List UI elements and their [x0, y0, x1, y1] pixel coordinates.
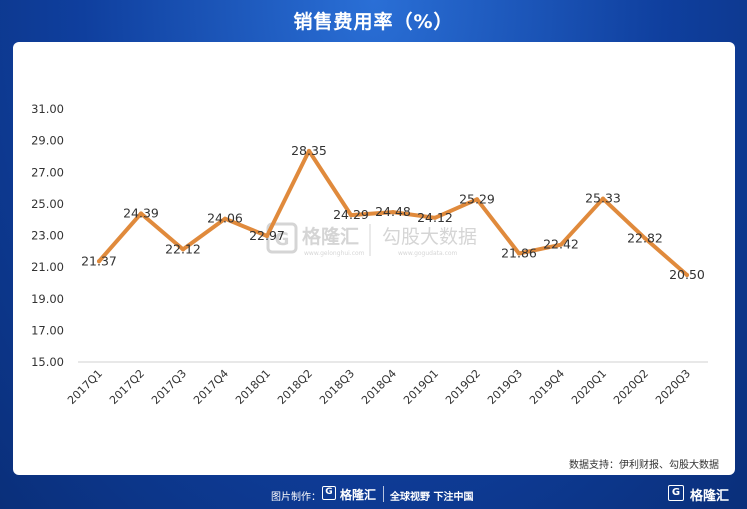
x-tick-label: 2019Q3 [485, 367, 525, 407]
watermark-brand: 格隆汇 [302, 225, 359, 248]
data-label: 25.29 [459, 191, 495, 206]
corner-logo-text: 格隆汇 [690, 489, 730, 504]
data-label: 24.06 [207, 211, 243, 226]
y-tick-label: 27.00 [31, 165, 64, 179]
y-tick-label: 31.00 [31, 102, 64, 116]
data-label: 21.86 [501, 246, 537, 261]
data-point [391, 210, 395, 215]
data-point [433, 215, 437, 220]
x-tick-label: 2017Q3 [149, 367, 189, 407]
x-tick-label: 2017Q4 [191, 367, 231, 407]
watermark: G 格隆汇 www.gelonghui.com 勾股大数据 www.goguda… [266, 222, 477, 257]
x-tick-label: 2018Q3 [317, 367, 357, 407]
data-point [181, 247, 185, 252]
data-point [223, 216, 227, 221]
y-tick-label: 21.00 [31, 260, 64, 274]
y-tick-label: 23.00 [31, 229, 64, 243]
data-label: 24.39 [123, 206, 159, 221]
data-label: 22.12 [165, 241, 201, 256]
corner-logo-icon: G [668, 485, 684, 501]
y-tick-label: 17.00 [31, 323, 64, 337]
data-label: 24.12 [417, 210, 453, 225]
credit-label: 图片制作： [271, 492, 321, 503]
x-tick-label: 2020Q2 [611, 367, 651, 407]
x-tick-label: 2017Q2 [107, 367, 147, 407]
x-tick-label: 2018Q4 [359, 367, 399, 407]
data-point [97, 259, 101, 264]
data-point [349, 213, 353, 218]
gelonghui-logo-icon: G [322, 486, 336, 500]
footer-divider [383, 486, 384, 502]
data-label: 24.29 [333, 207, 369, 222]
watermark-logo-letter: G [275, 229, 290, 250]
data-label: 22.82 [627, 230, 663, 245]
watermark-brand-url: www.gelonghui.com [304, 250, 365, 257]
chart-card [13, 42, 735, 475]
x-tick-label: 2018Q1 [233, 367, 273, 407]
data-point [307, 148, 311, 153]
data-point [475, 197, 479, 202]
x-tick-label: 2020Q3 [653, 367, 693, 407]
y-tick-label: 25.00 [31, 197, 64, 211]
footer-logo-text: 格隆汇 [340, 488, 377, 502]
footer-slogan: 全球视野 下注中国 [390, 492, 474, 503]
y-tick-label: 19.00 [31, 292, 64, 306]
data-point [559, 242, 563, 247]
data-label: 22.97 [249, 228, 285, 243]
data-point [601, 196, 605, 201]
y-tick-label: 29.00 [31, 134, 64, 148]
x-tick-label: 2019Q1 [401, 367, 441, 407]
chart-title: 销售费用率（%） [293, 11, 454, 33]
data-label: 21.37 [81, 253, 117, 268]
y-tick-label: 15.00 [31, 355, 64, 369]
data-point [517, 251, 521, 256]
data-point [643, 236, 647, 241]
x-tick-label: 2018Q2 [275, 367, 315, 407]
x-tick-label: 2019Q2 [443, 367, 483, 407]
x-tick-label: 2020Q1 [569, 367, 609, 407]
x-tick-label: 2017Q1 [65, 367, 105, 407]
data-label: 28.35 [291, 143, 327, 158]
data-label: 20.50 [669, 267, 705, 282]
data-point [139, 211, 143, 216]
data-label: 25.33 [585, 191, 621, 206]
watermark-partner-url: www.gogudata.com [398, 250, 458, 257]
watermark-partner: 勾股大数据 [382, 226, 477, 248]
data-point [265, 233, 269, 238]
data-label: 22.42 [543, 237, 579, 252]
data-source-note: 数据支持：伊利财报、勾股大数据 [569, 460, 719, 471]
data-label: 24.48 [375, 204, 411, 219]
x-tick-label: 2019Q4 [527, 367, 567, 407]
data-point [685, 273, 689, 278]
footer-bar: 图片制作： G 格隆汇 全球视野 下注中国 G 格隆汇 [0, 480, 747, 509]
